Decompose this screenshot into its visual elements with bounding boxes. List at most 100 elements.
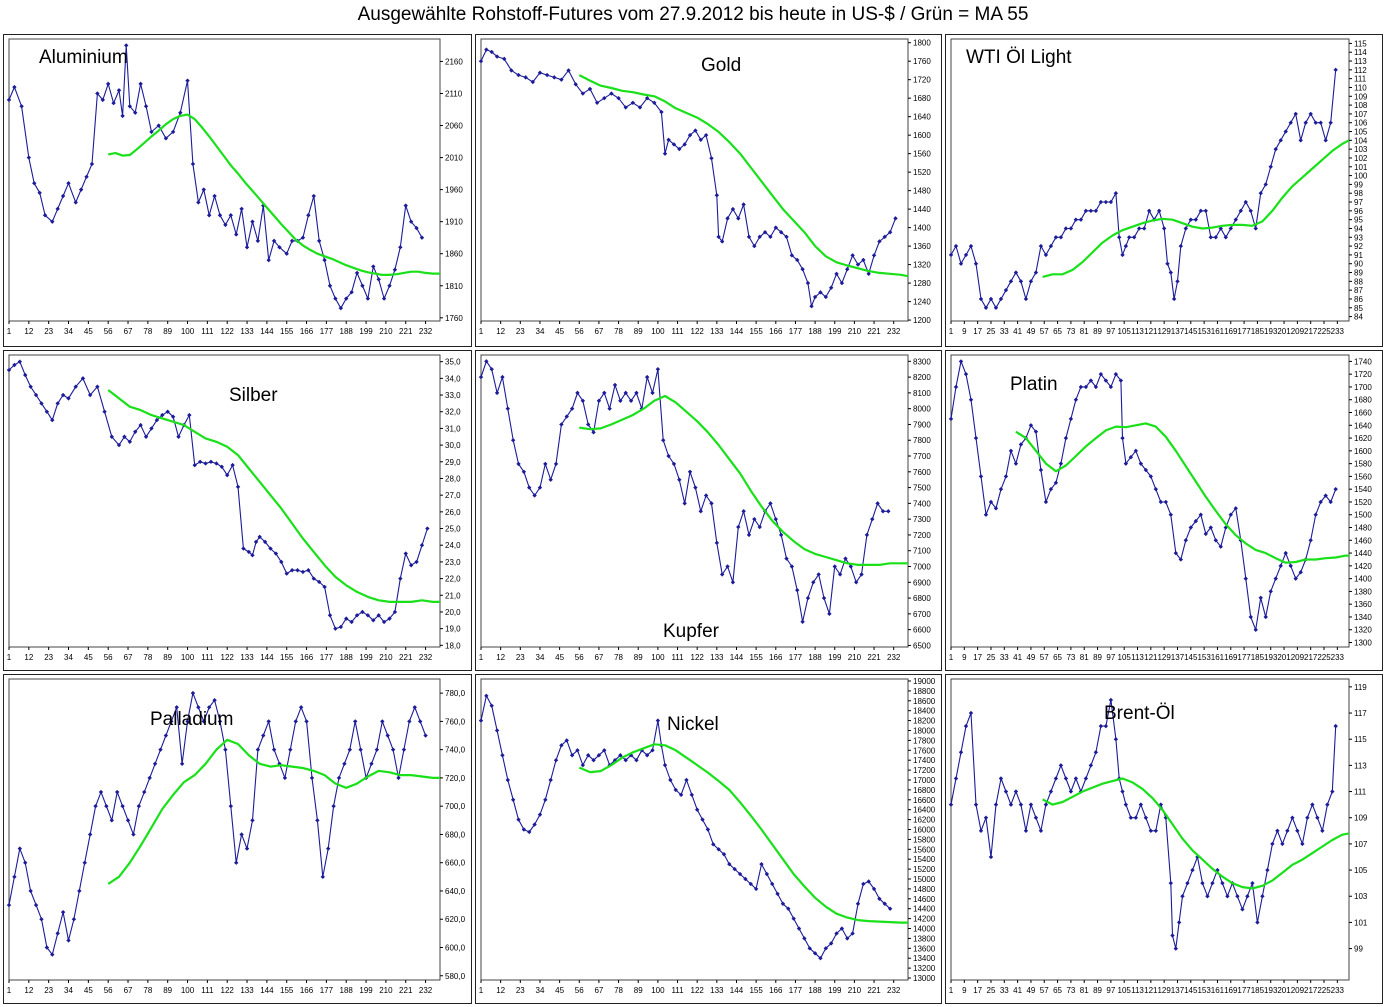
x-tick-label: 201 (1277, 327, 1291, 336)
y-tick-label: 640,0 (445, 887, 466, 896)
price-point (116, 88, 122, 93)
x-tick-label: 81 (1080, 986, 1089, 995)
x-tick-label: 177 (320, 327, 334, 336)
y-tick-label: 17400 (913, 756, 936, 765)
y-tick-label: 108 (1354, 101, 1368, 110)
y-tick-label: 95 (1354, 216, 1363, 225)
x-tick-label: 111 (671, 653, 684, 662)
price-point (484, 47, 489, 52)
price-point (484, 359, 489, 364)
x-tick-label: 49 (1026, 986, 1035, 995)
x-tick-label: 81 (1080, 327, 1089, 336)
x-tick-label: 188 (340, 653, 354, 662)
price-point (773, 225, 778, 230)
price-point (1253, 627, 1258, 632)
plot-area (950, 354, 1350, 648)
x-tick-label: 177 (1237, 327, 1251, 336)
price-point (795, 257, 800, 263)
ma55-line (578, 74, 909, 278)
x-tick-label: 177 (320, 653, 334, 662)
x-tick-label: 100 (651, 327, 665, 336)
price-point (544, 72, 550, 78)
price-point (349, 289, 354, 295)
x-tick-label: 185 (1251, 986, 1265, 995)
price-point (163, 733, 169, 738)
x-tick-label: 65 (1053, 986, 1062, 995)
y-tick-label: 88 (1354, 277, 1363, 286)
price-point (239, 206, 244, 212)
x-tick-label: 100 (181, 653, 195, 662)
price-point (978, 828, 984, 834)
chart-title: WTI Öl Light (966, 47, 1072, 68)
price-point (1203, 531, 1208, 537)
price-point (1038, 467, 1044, 473)
price-point (1120, 789, 1125, 794)
x-tick-label: 49 (1026, 327, 1035, 336)
x-tick-label: 34 (64, 327, 73, 336)
x-tick-label: 210 (379, 986, 393, 995)
price-point (133, 110, 138, 115)
price-point (1083, 776, 1089, 781)
y-tick-label: 1640 (1354, 421, 1372, 430)
x-tick-label: 65 (1053, 653, 1062, 662)
price-point (1163, 499, 1169, 505)
price-point (993, 802, 999, 807)
price-point (1190, 867, 1195, 873)
panel-brent-oil: 99 101 103 105 107 109 111 113 115 117 119 1 9 17 25 33… (945, 674, 1383, 1004)
x-tick-label: 34 (536, 986, 545, 995)
price-point (978, 474, 984, 479)
price-point (385, 733, 390, 738)
price-point (1298, 138, 1303, 143)
price-point (791, 916, 796, 921)
price-point (585, 422, 591, 427)
price-point (1148, 828, 1154, 834)
price-point (948, 416, 954, 422)
price-point (968, 710, 974, 716)
price-point (316, 238, 322, 244)
panel-silber: 18,0 19,0 20,0 21,0 22,0 23,0 24,0 25,0 26,0 27,0… (3, 350, 472, 671)
price-point (764, 871, 770, 877)
x-tick-label: 144 (260, 327, 274, 336)
y-tick-label: 680,0 (445, 830, 466, 839)
price-point (371, 264, 376, 269)
x-tick-label: 188 (340, 327, 354, 336)
price-point (489, 367, 494, 372)
price-point (1308, 111, 1313, 117)
price-point (1028, 802, 1034, 807)
price-point (1083, 208, 1089, 214)
price-point (730, 580, 736, 585)
price-point (968, 397, 974, 402)
price-point (381, 296, 387, 301)
price-point (60, 392, 66, 398)
x-tick-label: 105 (1118, 986, 1132, 995)
y-tick-label: 106 (1354, 119, 1368, 128)
x-tick-label: 161 (1211, 986, 1225, 995)
x-tick-label: 56 (104, 327, 113, 336)
x-tick-label: 209 (1291, 986, 1305, 995)
y-tick-label: 1720 (913, 76, 931, 85)
x-tick-label: 133 (240, 327, 254, 336)
price-point (136, 803, 142, 809)
price-point (365, 296, 371, 301)
price-point (365, 613, 371, 618)
y-tick-label: 17600 (913, 746, 936, 755)
y-tick-label: 14800 (913, 885, 936, 894)
x-tick-label: 144 (730, 986, 744, 995)
price-point (855, 901, 861, 906)
price-point (484, 693, 489, 699)
x-tick-label: 145 (1184, 653, 1198, 662)
price-line (950, 360, 1337, 631)
y-tick-label: 1500 (1354, 511, 1372, 520)
price-point (50, 219, 55, 224)
x-tick-label: 89 (163, 986, 172, 995)
price-point (300, 235, 306, 240)
price-point (115, 789, 120, 795)
price-point (861, 881, 866, 887)
price-point (1333, 723, 1338, 729)
y-tick-label: 101 (1354, 163, 1368, 172)
price-point (510, 797, 516, 802)
y-tick-label: 1240 (913, 298, 931, 307)
price-point (12, 874, 17, 880)
price-point (371, 618, 376, 623)
price-point (32, 181, 37, 186)
